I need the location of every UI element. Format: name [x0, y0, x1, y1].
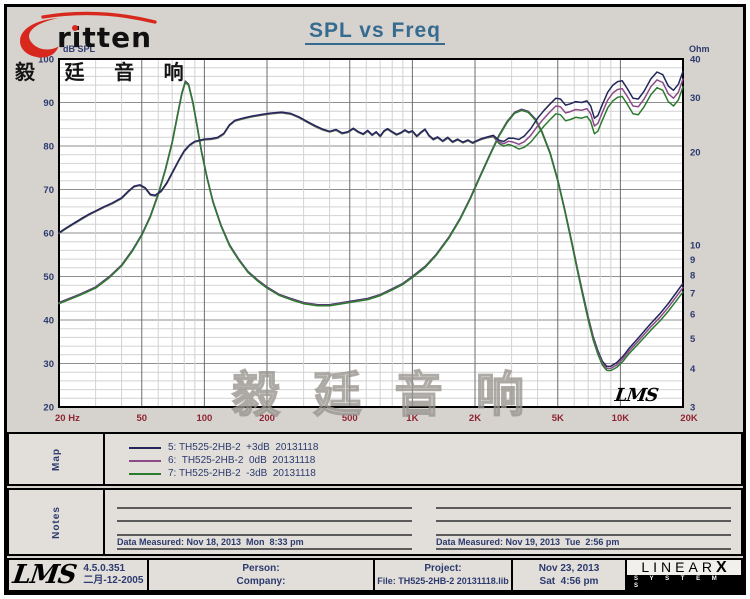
version-number: 4.5.0.351 — [83, 563, 126, 574]
svg-text:dB SPL: dB SPL — [63, 44, 96, 54]
footer-linearx-cell: LINEARX S Y S T E M S — [627, 560, 741, 590]
legend-swatch-green — [129, 472, 161, 475]
project-label: Project: — [424, 563, 462, 574]
footer-bar: LMS 4.5.0.351 二月-12-2005 Person: Company… — [7, 558, 743, 592]
lms-plot-logo: LMS — [613, 385, 660, 406]
data-measured-left: Data Measured: Nov 18, 2013 Mon 8:33 pm — [117, 536, 412, 550]
svg-text:3: 3 — [690, 403, 695, 414]
svg-text:5: 5 — [690, 334, 696, 345]
legend-swatch-purple — [129, 459, 161, 462]
svg-text:8: 8 — [690, 271, 695, 282]
notes-rule — [117, 509, 412, 523]
legend-label: 5: TH525-2HB-2 +3dB 20131118 — [168, 442, 319, 453]
linearx-systems-label: S Y S T E M S — [627, 574, 741, 590]
footer-person-cell: Person: Company: — [149, 560, 375, 590]
person-label: Person: — [242, 563, 280, 574]
svg-text:30: 30 — [690, 93, 701, 104]
svg-text:10K: 10K — [612, 413, 630, 424]
svg-text:60: 60 — [43, 229, 54, 240]
svg-text:20K: 20K — [680, 413, 698, 424]
lms-app-window: SPL vs Freq 100 90 80 70 60 50 40 30 20 40 30 20 10 9… — [4, 4, 746, 595]
notes-content: Data Measured: Nov 18, 2013 Mon 8:33 pm … — [105, 490, 741, 554]
print-time: Sat 4:56 pm — [539, 576, 599, 587]
svg-text:40: 40 — [690, 55, 701, 66]
brand-i-dot-icon — [72, 25, 78, 31]
svg-text:10: 10 — [690, 241, 701, 252]
svg-text:100: 100 — [38, 55, 54, 66]
version-date: 二月-12-2005 — [83, 575, 144, 586]
svg-text:20: 20 — [690, 148, 701, 159]
watermark-text: 毅 廷 音 响 — [231, 368, 535, 423]
data-measured-right: Data Measured: Nov 19, 2013 Tue 2:56 pm — [436, 536, 731, 550]
notes-panel-label: Notes — [9, 490, 105, 554]
notes-rule — [436, 509, 731, 523]
lms-footer-logo: LMS — [10, 560, 78, 590]
svg-text:30: 30 — [43, 359, 54, 370]
notes-panel: Notes Data Measured: Nov 18, 2013 Mon 8:… — [7, 488, 743, 556]
notes-column-right: Data Measured: Nov 19, 2013 Tue 2:56 pm — [436, 495, 731, 550]
svg-text:70: 70 — [43, 185, 54, 196]
footer-date-cell: Nov 23, 2013 Sat 4:56 pm — [513, 560, 627, 590]
notes-rule — [436, 522, 731, 536]
svg-text:100: 100 — [196, 413, 212, 424]
svg-text:6: 6 — [690, 309, 695, 320]
svg-text:2K: 2K — [469, 413, 481, 424]
print-date: Nov 23, 2013 — [538, 563, 600, 574]
chart-title: SPL vs Freq — [7, 19, 743, 45]
svg-text:90: 90 — [43, 98, 54, 109]
legend-label: 6: TH525-2HB-2 0dB 20131118 — [168, 455, 316, 466]
spl-vs-freq-chart: 100 90 80 70 60 50 40 30 20 40 30 20 10 9 8 7 6 5 4 3 20 Hz 5… — [38, 44, 710, 424]
linearx-logo: LINEARX — [641, 560, 727, 576]
svg-text:20 Hz: 20 Hz — [55, 413, 80, 424]
map-panel-label: Map — [9, 434, 105, 484]
svg-text:80: 80 — [43, 142, 54, 153]
company-label: Company: — [236, 576, 286, 587]
brand-swoosh-icon — [20, 11, 157, 58]
notes-rule — [117, 495, 412, 509]
svg-text:20: 20 — [43, 403, 54, 414]
svg-text:Ohm: Ohm — [689, 44, 710, 54]
svg-text:40: 40 — [43, 316, 54, 327]
svg-text:50: 50 — [43, 272, 54, 283]
notes-rule — [436, 495, 731, 509]
file-label: File: TH525-2HB-2 20131118.lib — [377, 576, 509, 586]
legend-item: 5: TH525-2HB-2 +3dB 20131118 — [129, 441, 741, 454]
chart-title-text: SPL vs Freq — [305, 19, 445, 45]
footer-lms-cell: LMS 4.5.0.351 二月-12-2005 — [9, 560, 149, 590]
chart-panel: SPL vs Freq 100 90 80 70 60 50 40 30 20 40 30 20 10 9… — [7, 7, 743, 429]
svg-text:4: 4 — [690, 364, 696, 375]
svg-text:5K: 5K — [552, 413, 564, 424]
version-block: 4.5.0.351 二月-12-2005 — [83, 563, 143, 587]
svg-text:1K: 1K — [406, 413, 418, 424]
svg-text:50: 50 — [136, 413, 147, 424]
brand-chinese-name: 毅 廷 音 响 — [15, 62, 196, 84]
brand-logo: ritten 毅 廷 音 响 — [11, 9, 201, 87]
svg-text:7: 7 — [690, 289, 695, 300]
legend-label: 7: TH525-2HB-2 -3dB 20131118 — [168, 468, 316, 479]
legend-swatch-navy — [129, 446, 161, 449]
notes-column-left: Data Measured: Nov 18, 2013 Mon 8:33 pm — [117, 495, 412, 550]
legend-item: 6: TH525-2HB-2 0dB 20131118 — [129, 454, 741, 467]
footer-project-cell: Project: File: TH525-2HB-2 20131118.lib — [375, 560, 513, 590]
svg-text:500: 500 — [342, 413, 358, 424]
legend-item: 7: TH525-2HB-2 -3dB 20131118 — [129, 467, 741, 480]
notes-rule — [117, 522, 412, 536]
linearx-x: X — [715, 560, 727, 576]
svg-text:9: 9 — [690, 255, 695, 266]
svg-text:200: 200 — [259, 413, 275, 424]
map-panel: Map 5: TH525-2HB-2 +3dB 20131118 6: TH52… — [7, 432, 743, 486]
legend: 5: TH525-2HB-2 +3dB 20131118 6: TH525-2H… — [105, 434, 741, 484]
